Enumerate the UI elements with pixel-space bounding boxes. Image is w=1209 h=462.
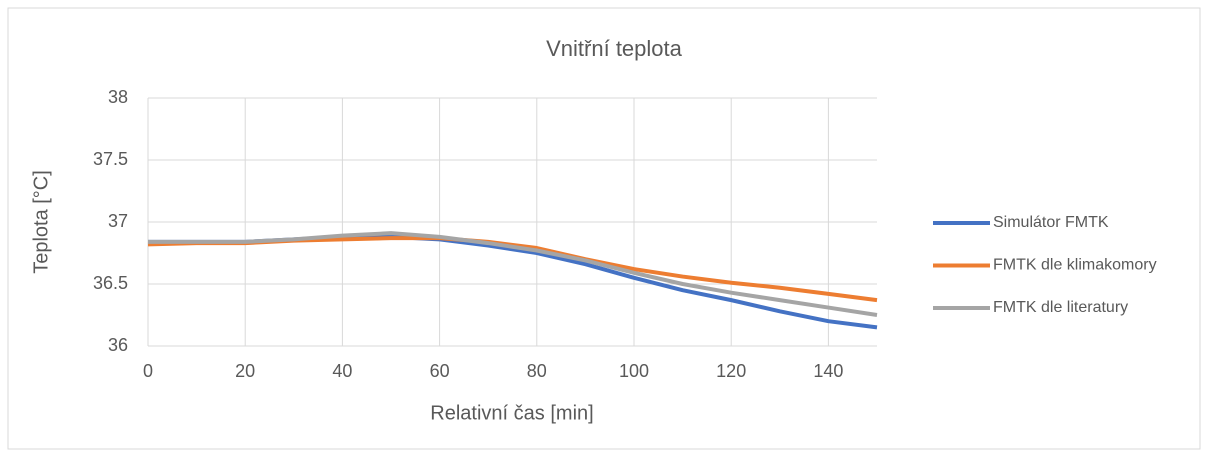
x-tick-label: 0: [143, 361, 153, 381]
y-tick-label: 37: [108, 211, 128, 231]
legend-label: Simulátor FMTK: [993, 214, 1109, 231]
legend-label: FMTK dle literatury: [993, 299, 1128, 316]
x-tick-label: 40: [332, 361, 352, 381]
x-axis-label: Relativní čas [min]: [430, 402, 593, 424]
x-tick-label: 140: [813, 361, 843, 381]
chart-title: Vnitřní teplota: [546, 36, 683, 61]
x-tick-label: 20: [235, 361, 255, 381]
x-tick-label: 60: [430, 361, 450, 381]
y-tick-label: 37.5: [93, 149, 128, 169]
chart-border: [7, 7, 1201, 450]
x-tick-label: 100: [619, 361, 649, 381]
y-tick-label: 36: [108, 335, 128, 355]
y-axis-label: Teplota [°C]: [30, 170, 52, 274]
series-line: [148, 231, 878, 317]
x-tick-label: 80: [527, 361, 547, 381]
y-tick-label: 38: [108, 87, 128, 107]
x-tick-label: 120: [716, 361, 746, 381]
legend-label: FMTK dle klimakomory: [993, 257, 1157, 274]
y-tick-label: 36.5: [93, 273, 128, 293]
